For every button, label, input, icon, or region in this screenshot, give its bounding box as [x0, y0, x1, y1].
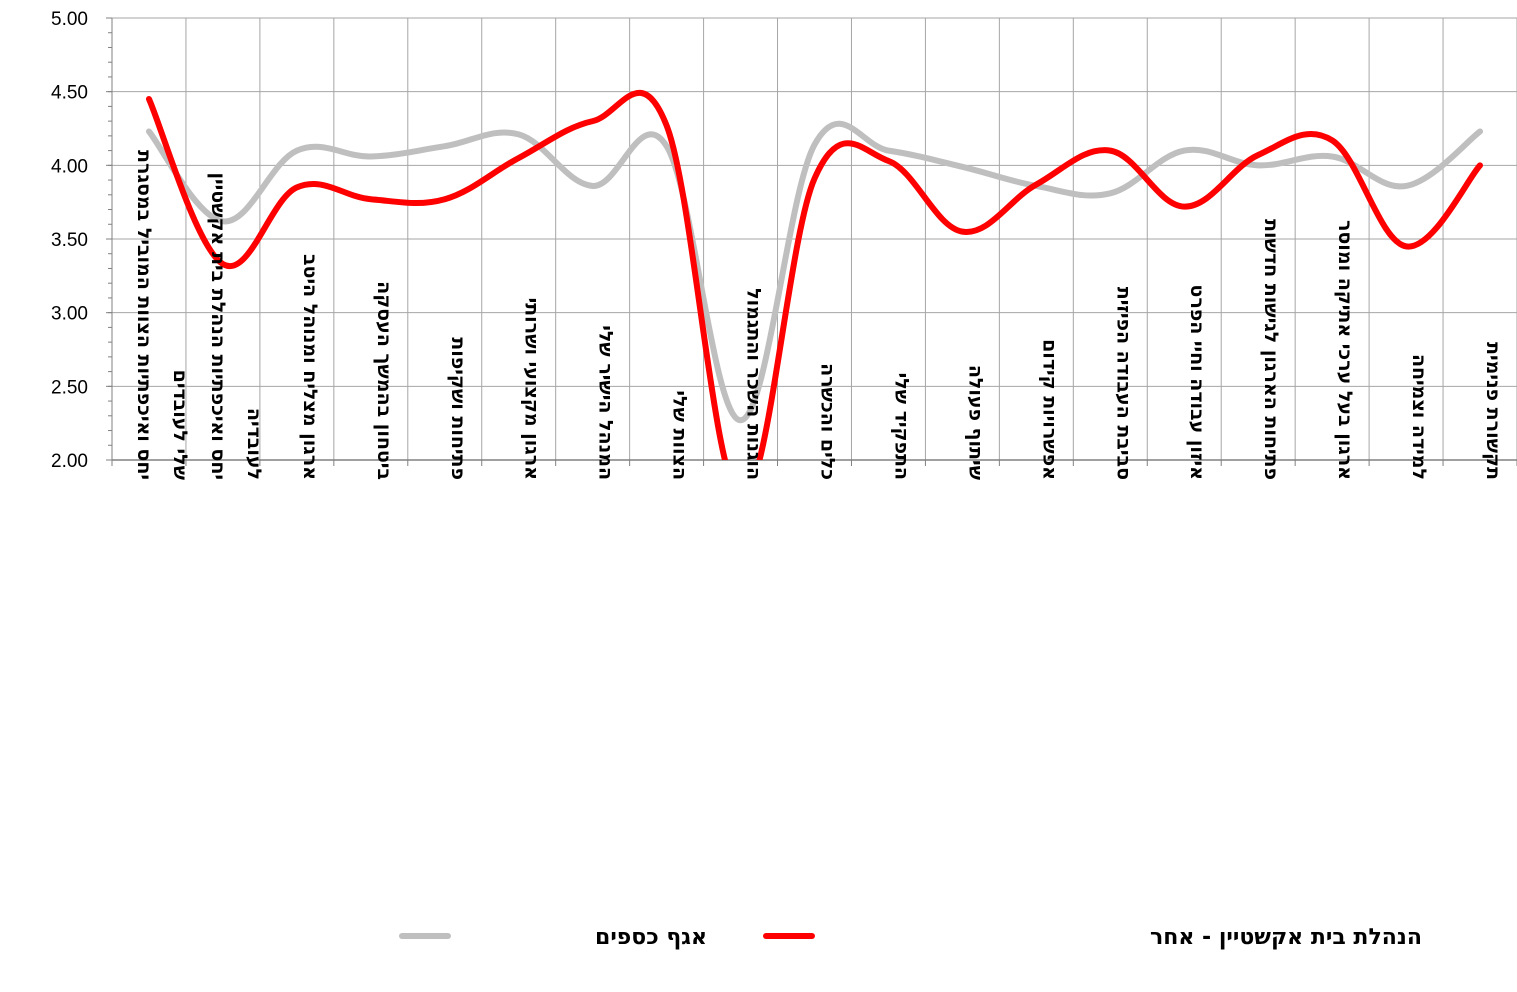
x-tick-label: למידה וצמיחה [1408, 354, 1430, 480]
x-tick-label-line: פתיחות ושקיפות [447, 337, 469, 480]
y-tick-label: 3.50 [51, 230, 88, 251]
axes [106, 17, 1517, 466]
y-axis-tick-labels: 2.00 2.50 3.00 3.50 4.00 4.50 5.00 [51, 9, 88, 472]
y-tick-label: 3.00 [51, 304, 88, 325]
y-tick-label: 4.50 [51, 83, 88, 104]
y-tick-label: 4.00 [51, 156, 88, 177]
x-tick-label: יחס ואיכפתיות הצוות המוביל במסגרת שלי לעו… [133, 150, 191, 481]
x-tick-label: הצוות שלי [669, 390, 691, 480]
x-tick-label-line: יחס ואיכפתיות הצוות המוביל במסגרת [133, 150, 155, 480]
x-tick-label-line: כלים והכשרה [817, 363, 839, 480]
x-tick-label: סביבת העבודה הפיזית [1112, 287, 1134, 480]
series-lines [145, 89, 1484, 460]
gridlines [112, 17, 1517, 461]
x-tick-label-line: הצוות שלי [669, 390, 691, 480]
x-tick-label-line: לעובדיה [243, 408, 265, 480]
x-tick-label: התפקיד שלי [890, 373, 912, 480]
x-tick-label: ארגון מקצועי ושרותי [521, 298, 543, 480]
x-tick-label-line: איזון עבודה וחיי הפרט [1186, 284, 1208, 480]
x-tick-label-line: תקשורת פנימית [1482, 342, 1504, 480]
series-line-1 [145, 89, 1484, 460]
x-tick-label-line: שלי לעובדים [169, 370, 191, 481]
x-tick-label: פתיחות ושקיפות [447, 337, 469, 480]
x-tick-label: אפשרויות קידום [1038, 339, 1060, 480]
x-tick-label: ארגון מצליח ומנוהל היטב [299, 254, 321, 480]
legend-item-1: הנהלת בית אקשטיין - אחר [763, 925, 1422, 950]
x-tick-label-line: הוגנות השכר והתגמול [743, 288, 765, 480]
x-tick-label: ארגון בעל ערכי אתיקה ומוסר [1334, 220, 1356, 480]
x-tick-label: שיתוף פעולה [964, 365, 986, 481]
y-tick-label: 2.50 [51, 377, 88, 398]
x-tick-label-line: שיתוף פעולה [964, 365, 986, 481]
x-tick-label: הוגנות השכר והתגמול [743, 288, 765, 480]
x-axis-tick-labels: יחס ואיכפתיות הצוות המוביל במסגרת שלי לעו… [133, 150, 1504, 481]
x-tick-label: איזון עבודה וחיי הפרט [1186, 284, 1208, 480]
x-tick-label: ביטחון בהמשך העסקה [373, 281, 395, 480]
x-tick-label-line: ארגון מקצועי ושרותי [521, 298, 543, 480]
legend-item-0: אגף כספים [399, 925, 707, 950]
x-tick-label: תקשורת פנימית [1482, 342, 1504, 480]
legend-label: הנהלת בית אקשטיין - אחר [1150, 925, 1422, 950]
x-tick-label-line: ארגון בעל ערכי אתיקה ומוסר [1334, 220, 1356, 480]
y-tick-label: 5.00 [51, 9, 88, 30]
x-tick-label: פתיחות הארגון לגישות חדשות [1260, 219, 1282, 480]
legend: אגף כספים הנהלת בית אקשטיין - אחר [399, 925, 1422, 950]
x-tick-label: כלים והכשרה [817, 363, 839, 480]
x-tick-label-line: למידה וצמיחה [1408, 354, 1430, 480]
x-tick-label-line: התפקיד שלי [890, 373, 912, 480]
y-tick-label: 2.00 [51, 451, 88, 472]
x-tick-label-line: המנהל הישיר שלי [595, 325, 617, 480]
x-tick-label-line: יחס ואיכפתיות הנהלת בית אקשטיין [207, 173, 229, 481]
series-line-0 [145, 120, 1484, 424]
x-tick-label: יחס ואיכפתיות הנהלת בית אקשטיין לעובדיה [207, 173, 265, 481]
x-tick-label-line: סביבת העבודה הפיזית [1112, 287, 1134, 480]
x-tick-label-line: ארגון מצליח ומנוהל היטב [299, 254, 321, 480]
x-tick-label-line: אפשרויות קידום [1038, 339, 1060, 480]
legend-label: אגף כספים [595, 925, 707, 950]
x-tick-label-line: פתיחות הארגון לגישות חדשות [1260, 219, 1282, 480]
x-tick-label: המנהל הישיר שלי [595, 325, 617, 480]
x-tick-label-line: ביטחון בהמשך העסקה [373, 281, 395, 480]
